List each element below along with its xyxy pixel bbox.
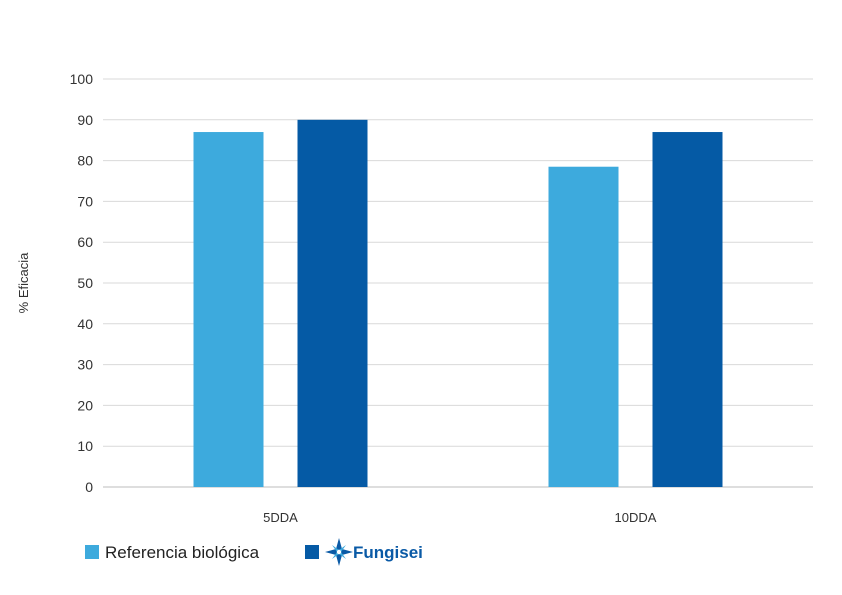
y-tick-label: 50 [77, 275, 93, 291]
y-tick-label: 100 [70, 71, 94, 87]
bar-10DDA-series-2 [652, 132, 723, 488]
y-tick-label: 30 [77, 357, 93, 373]
y-axis-label: % Eficacia [16, 252, 31, 313]
x-tick-label: 10DDA [615, 510, 657, 525]
x-tick-label: 5DDA [263, 510, 298, 525]
y-tick-label: 90 [77, 112, 93, 128]
legend-label-reference: Referencia biológica [105, 543, 260, 562]
x-axis-ticks: 5DDA 10DDA [263, 510, 657, 525]
y-axis-ticks: 0 10 20 30 40 50 60 70 80 90 100 [70, 71, 94, 495]
bar-5DDA-series-2 [297, 119, 368, 488]
fungisei-star-logo-icon [325, 538, 353, 566]
legend-label-fungisei: Fungisei [353, 543, 423, 562]
legend-swatch-reference [85, 545, 99, 559]
y-tick-label: 20 [77, 397, 93, 413]
legend-swatch-fungisei [305, 545, 319, 559]
bars [193, 119, 723, 488]
y-tick-label: 0 [85, 479, 93, 495]
y-tick-label: 40 [77, 316, 93, 332]
bar-5DDA-series-1 [193, 132, 264, 488]
bar-10DDA-series-1 [548, 166, 619, 487]
y-tick-label: 10 [77, 438, 93, 454]
legend: Referencia biológica Fungisei [85, 538, 423, 566]
y-tick-label: 60 [77, 234, 93, 250]
y-tick-label: 80 [77, 153, 93, 169]
y-tick-label: 70 [77, 193, 93, 209]
